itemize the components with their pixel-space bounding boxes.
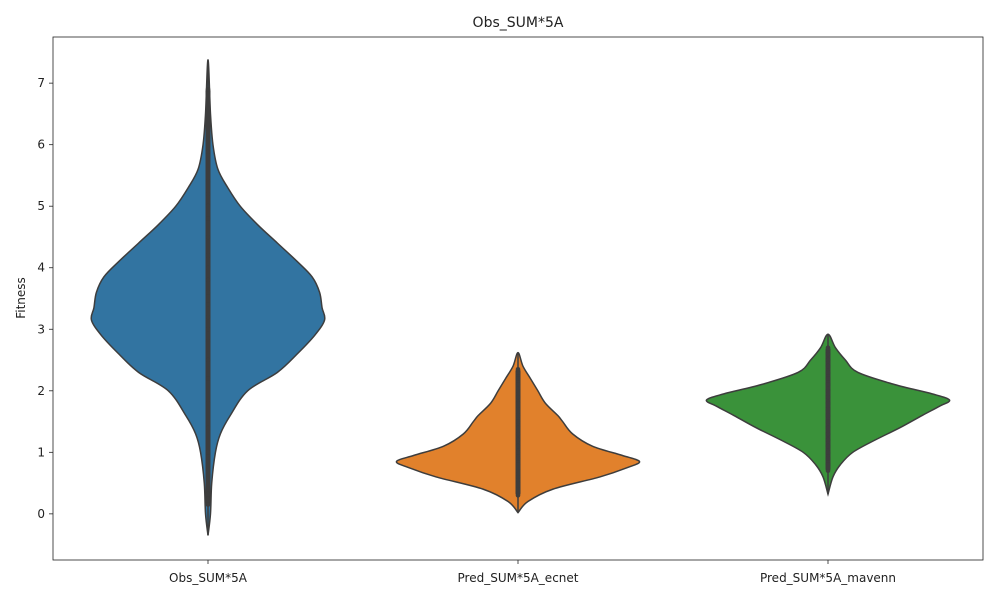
data-point <box>205 253 211 258</box>
x-tick-label: Pred_SUM*5A_ecnet <box>458 571 579 585</box>
data-point <box>205 376 211 381</box>
data-point <box>515 425 521 431</box>
data-point <box>515 443 521 449</box>
data-point <box>515 486 521 492</box>
data-point <box>825 363 831 369</box>
data-point <box>205 149 211 155</box>
data-point <box>205 290 211 295</box>
data-point <box>515 400 521 406</box>
y-tick-label: 4 <box>37 261 45 275</box>
data-point <box>205 450 211 455</box>
data-point <box>205 87 211 92</box>
data-point <box>515 366 521 372</box>
data-point <box>205 314 211 320</box>
data-point <box>515 480 521 486</box>
data-point <box>205 216 211 221</box>
data-point <box>825 431 831 437</box>
data-point <box>825 443 831 449</box>
data-point <box>205 191 211 197</box>
data-point <box>205 491 211 497</box>
y-tick-label: 6 <box>37 138 45 152</box>
data-point <box>205 425 211 431</box>
y-axis: 0 1 2 3 4 5 6 7 <box>37 76 53 521</box>
data-point <box>825 468 831 474</box>
y-tick-label: 2 <box>37 384 45 398</box>
data-point <box>515 419 521 424</box>
data-point <box>825 456 831 461</box>
data-point <box>205 502 211 507</box>
y-tick-label: 0 <box>37 507 45 521</box>
data-point <box>515 406 521 412</box>
y-axis-label: Fitness <box>14 277 28 319</box>
data-point <box>825 357 831 363</box>
x-tick-label: Obs_SUM*5A <box>169 571 248 585</box>
data-point <box>515 388 521 394</box>
data-point <box>825 419 831 424</box>
data-point <box>825 462 831 467</box>
data-point <box>825 406 831 412</box>
data-point <box>825 345 831 351</box>
data-point <box>515 437 521 443</box>
data-point <box>825 400 831 406</box>
y-tick-label: 1 <box>37 445 45 459</box>
data-point <box>515 493 521 498</box>
data-point <box>825 425 831 431</box>
data-point <box>205 357 211 363</box>
data-point <box>205 400 211 406</box>
data-point <box>825 351 831 357</box>
data-point <box>825 437 831 443</box>
data-point <box>205 277 211 283</box>
data-point <box>515 382 521 387</box>
data-point <box>515 456 521 461</box>
data-point <box>825 370 831 375</box>
y-tick-label: 3 <box>37 322 45 336</box>
y-tick-label: 5 <box>37 199 45 213</box>
data-point <box>825 376 831 381</box>
plot-frame <box>52 36 984 561</box>
x-tick-label: Pred_SUM*5A_mavenn <box>760 571 896 585</box>
data-point <box>205 302 211 307</box>
data-point <box>515 474 521 480</box>
data-point <box>515 450 521 455</box>
chart-title: Obs_SUM*5A <box>473 15 564 31</box>
x-axis: Obs_SUM*5A Pred_SUM*5A_ecnet Pred_SUM*5A_m… <box>169 560 896 585</box>
data-point <box>515 468 521 474</box>
data-point <box>205 265 211 271</box>
data-point <box>825 394 831 400</box>
data-point <box>825 382 831 387</box>
data-point <box>205 234 211 240</box>
data-point <box>825 413 831 418</box>
data-point <box>515 413 521 418</box>
data-point <box>205 179 211 184</box>
data-point <box>205 339 211 344</box>
data-point <box>205 326 211 332</box>
data-point <box>515 431 521 437</box>
data-point <box>515 462 521 467</box>
y-tick-label: 7 <box>37 76 45 90</box>
data-point <box>825 388 831 394</box>
violins-layer <box>90 59 951 536</box>
data-point <box>515 376 521 381</box>
data-point <box>205 203 211 209</box>
data-point <box>825 450 831 455</box>
data-point <box>515 394 521 400</box>
